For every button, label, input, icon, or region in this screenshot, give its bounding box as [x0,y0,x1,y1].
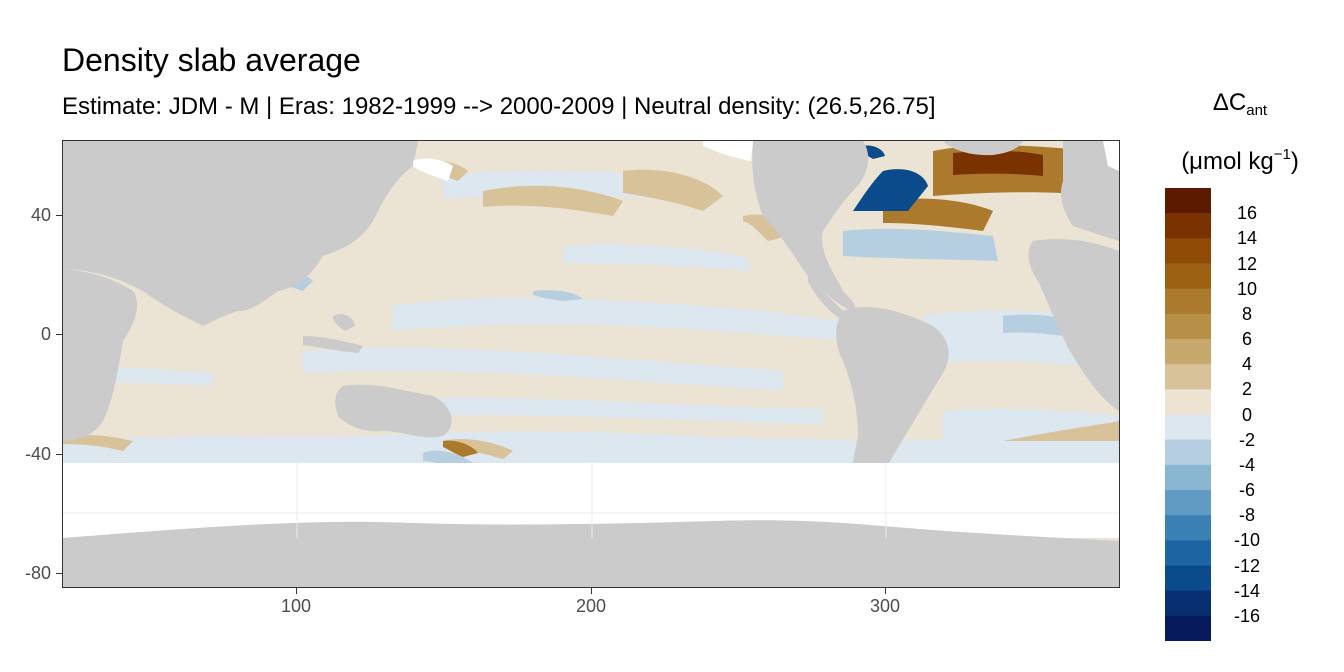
legend-swatch [1165,213,1211,239]
legend-label: 0 [1241,404,1252,425]
map-svg [63,141,1119,587]
dark-blue-anomaly-areas [853,145,928,211]
legend-label: 10 [1236,278,1258,299]
land-areas [63,141,1119,491]
x-tick-label: 300 [869,596,901,616]
y-tick-label: 0 [40,324,51,344]
grid-lines [63,463,1119,538]
legend-swatch [1165,490,1211,516]
legend-swatch [1165,615,1211,641]
legend-label: -10 [1233,530,1260,551]
legend-swatch [1165,515,1211,541]
x-tick-label: 100 [280,596,312,616]
dark-brown-anomaly-areas [953,150,1043,176]
legend-label: -14 [1233,580,1260,601]
legend-swatch [1165,590,1211,617]
legend-swatch [1165,414,1211,441]
no-data-patches [413,141,1119,181]
legend-label: 8 [1241,303,1252,324]
y-tick-mark [56,334,62,335]
y-tick-mark [56,573,62,574]
legend-swatch [1165,288,1211,315]
legend-colorbar [1165,188,1211,641]
y-tick-label: -40 [24,444,51,464]
legend-swatch [1165,313,1211,340]
legend-label: -16 [1233,605,1260,626]
y-tick-label: -80 [24,563,51,583]
chart-title: Density slab average [62,42,361,78]
legend-swatch [1165,238,1211,264]
legend-title: ΔCant (μmol kg−1) [1181,89,1299,175]
legend-label: 16 [1236,203,1258,224]
x-tick-mark [591,588,592,594]
legend-label: 2 [1241,379,1252,400]
legend-label: 12 [1236,253,1258,274]
y-tick-mark [56,215,62,216]
legend-swatch [1165,389,1211,415]
chart-subtitle: Estimate: JDM - M | Eras: 1982-1999 --> … [62,93,936,120]
legend-swatch [1165,339,1211,365]
legend-label: 6 [1241,329,1252,349]
x-tick-label: 200 [575,596,607,616]
legend-swatch [1165,439,1211,466]
legend-swatch [1165,188,1211,214]
legend-label: -12 [1233,555,1260,576]
legend-swatch [1165,364,1211,390]
legend-label: 14 [1236,228,1258,249]
legend-label: -8 [1238,505,1255,526]
legend-label: -4 [1238,454,1255,475]
legend-swatch [1165,540,1211,566]
antarctica [63,520,1119,587]
legend-label: 4 [1241,354,1252,375]
x-tick-mark [296,588,297,594]
y-tick-mark [56,454,62,455]
y-tick-label: 40 [30,205,51,225]
legend-swatch [1165,263,1211,290]
legend-label: -2 [1238,429,1255,450]
legend-swatch [1165,565,1211,592]
legend-swatch [1165,464,1211,491]
legend-label: -6 [1238,480,1255,500]
map-panel [62,140,1120,588]
x-tick-mark [885,588,886,594]
